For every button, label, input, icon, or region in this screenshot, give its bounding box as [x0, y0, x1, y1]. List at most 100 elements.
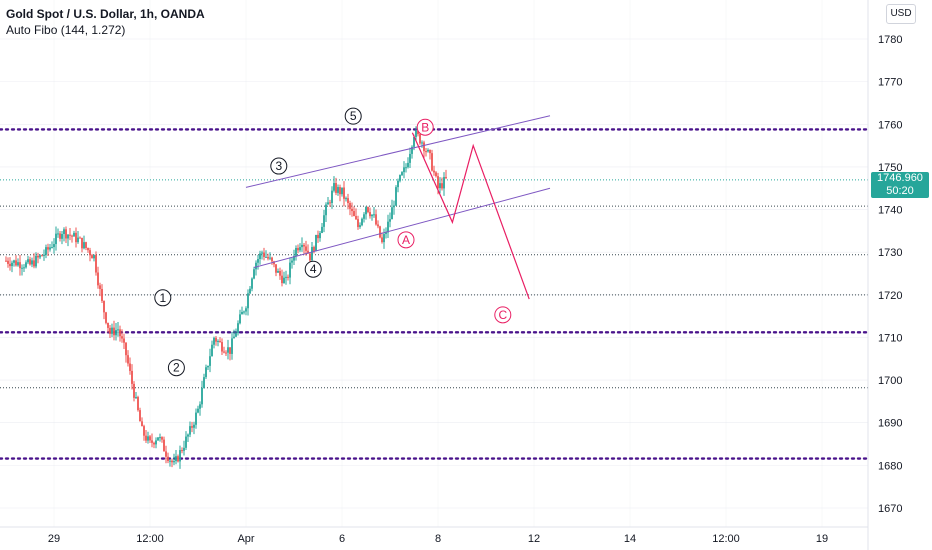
candle-body — [365, 207, 367, 215]
candle-body — [169, 460, 171, 462]
candle-body — [325, 204, 327, 216]
candle-body — [259, 253, 261, 260]
candle-body — [319, 232, 321, 239]
candle-body — [171, 460, 173, 463]
candle-body — [163, 439, 165, 452]
price-axis[interactable]: 1670 1680 1690 1700 1710 1720 1730 1740 1750 1760… — [878, 34, 902, 515]
candle-body — [283, 277, 285, 284]
candles — [5, 126, 447, 469]
candle-body — [417, 130, 419, 135]
candle-body — [217, 340, 219, 342]
candle-body — [159, 437, 161, 439]
candle-body — [45, 247, 47, 255]
candle-body — [131, 370, 133, 384]
candle-body — [195, 412, 197, 425]
x-tick-label: 29 — [48, 533, 60, 545]
candle-body — [219, 340, 221, 343]
candle-body — [141, 421, 143, 427]
candle-body — [307, 250, 309, 254]
wave-label-circle — [304, 260, 322, 278]
candle-body — [241, 311, 243, 315]
candle-body — [209, 356, 211, 366]
candle-body — [317, 234, 319, 239]
candle-body — [341, 187, 343, 195]
wave-label-b: B — [421, 120, 429, 134]
candle-body — [371, 214, 373, 217]
candle-body — [73, 232, 75, 237]
candle-body — [263, 252, 265, 258]
currency-button[interactable]: USD — [886, 4, 916, 24]
candle-body — [83, 242, 85, 249]
candle-body — [349, 203, 351, 209]
candle-body — [35, 255, 37, 267]
candle-body — [303, 244, 305, 247]
candle-body — [15, 260, 17, 266]
y-tick-label: 1760 — [878, 119, 902, 131]
candle-body — [119, 329, 121, 337]
candle-body — [129, 363, 131, 371]
candle-body — [439, 183, 441, 189]
candle-body — [213, 337, 215, 345]
candle-body — [77, 237, 79, 243]
wave-label-5: 5 — [350, 109, 357, 123]
candle-body — [247, 293, 249, 309]
candle-body — [81, 237, 83, 249]
y-tick-label: 1670 — [878, 503, 902, 515]
candle-body — [183, 447, 185, 451]
candle-body — [5, 260, 7, 262]
candle-body — [231, 338, 233, 354]
candle-body — [23, 267, 25, 269]
candle-body — [357, 219, 359, 227]
chart-legend: Gold Spot / U.S. Dollar, 1h, OANDA Auto … — [6, 6, 205, 38]
drawings — [245, 115, 551, 300]
candle-body — [253, 269, 255, 279]
candle-body — [387, 221, 389, 233]
candle-body — [175, 456, 177, 462]
x-tick-label: Apr — [237, 533, 254, 545]
symbol-title[interactable]: Gold Spot / U.S. Dollar, 1h, OANDA — [6, 7, 205, 21]
y-tick-label: 1720 — [878, 290, 902, 302]
candle-body — [181, 450, 183, 452]
candle-body — [69, 234, 71, 236]
candle-body — [179, 450, 181, 462]
candle-body — [187, 434, 189, 437]
candle-body — [321, 226, 323, 233]
wave-label-circle — [344, 107, 362, 125]
wave-label-4: 4 — [310, 262, 317, 276]
y-tick-label: 1710 — [878, 332, 902, 344]
candle-body — [109, 327, 111, 334]
time-axis[interactable]: 29 12:00 Apr 6 8 12 14 12:00 19 — [48, 533, 828, 545]
wave-label-3: 3 — [275, 159, 282, 173]
candle-body — [257, 259, 259, 263]
candle-body — [203, 377, 205, 388]
candle-body — [145, 435, 147, 441]
candle-body — [113, 327, 115, 336]
wave-label-1: 1 — [159, 291, 166, 305]
candle-body — [433, 170, 435, 173]
candle-body — [99, 285, 101, 289]
candle-body — [335, 183, 337, 193]
candle-body — [343, 187, 345, 199]
candle-body — [137, 397, 139, 411]
candle-body — [51, 247, 53, 249]
candle-body — [151, 440, 153, 443]
candle-body — [37, 255, 39, 258]
candle-body — [47, 247, 49, 250]
candle-body — [395, 187, 397, 206]
candle-body — [235, 333, 237, 337]
candle-body — [229, 347, 231, 354]
candle-body — [327, 202, 329, 205]
indicator-title[interactable]: Auto Fibo (144, 1.272) — [6, 23, 126, 37]
abc-projection-path — [411, 132, 530, 300]
candle-body — [33, 260, 35, 267]
candle-body — [57, 233, 59, 235]
candle-body — [295, 247, 297, 256]
candle-body — [423, 142, 425, 152]
wave-label-circle — [397, 231, 415, 249]
y-tick-label: 1690 — [878, 418, 902, 430]
candle-body — [97, 272, 99, 286]
candle-body — [211, 344, 213, 357]
candle-body — [93, 255, 95, 259]
candle-body — [95, 255, 97, 273]
